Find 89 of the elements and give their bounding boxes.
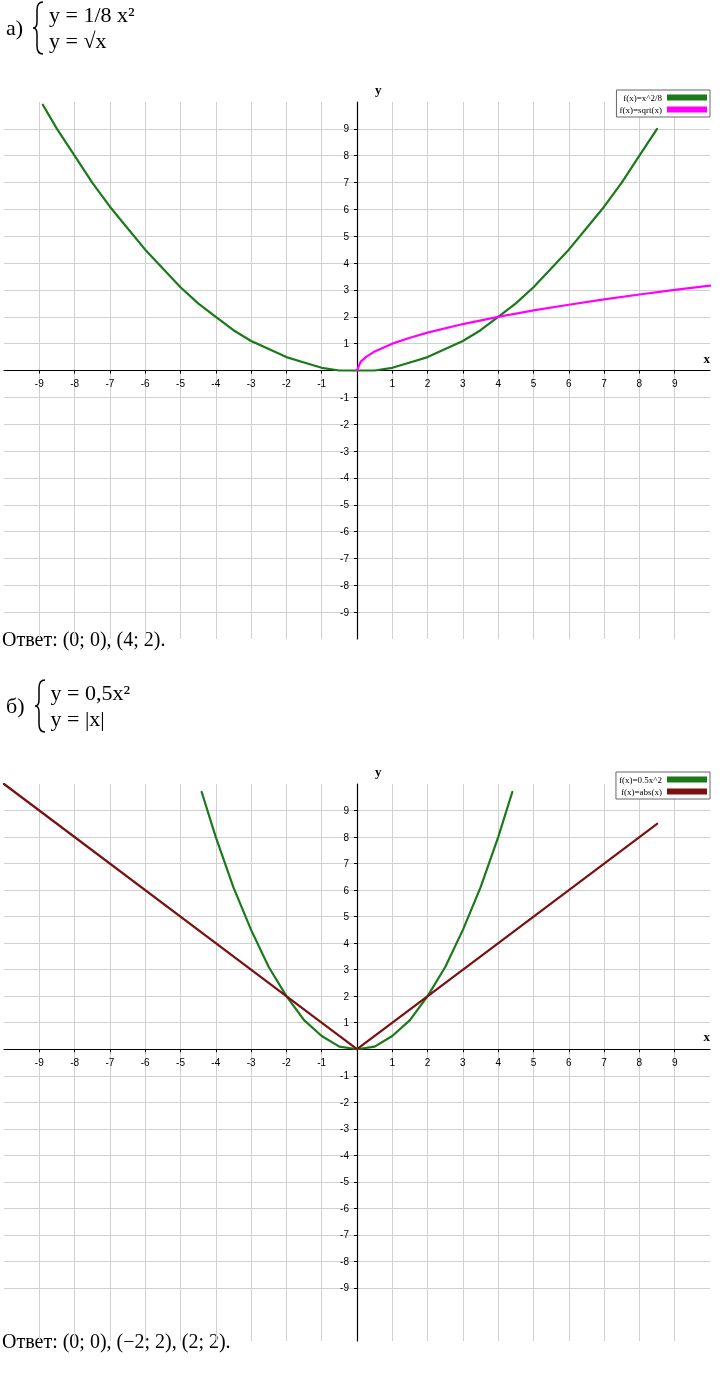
y-tick-label: -6 bbox=[340, 1202, 350, 1214]
x-tick-label: 9 bbox=[671, 1056, 678, 1068]
y-tick-label: -2 bbox=[340, 1096, 350, 1108]
x-tick-label: -9 bbox=[34, 378, 45, 389]
y-tick-label: -7 bbox=[340, 552, 350, 564]
y-tick-label: 2 bbox=[343, 990, 350, 1002]
x-tick-label: 1 bbox=[389, 378, 396, 389]
y-tick-label: 2 bbox=[343, 311, 350, 323]
x-tick-label: -5 bbox=[176, 1056, 186, 1068]
x-tick-label: 6 bbox=[566, 1056, 573, 1068]
x-tick-label: -8 bbox=[70, 378, 80, 389]
x-tick-label: 5 bbox=[530, 1056, 537, 1068]
text: а) bbox=[6, 15, 24, 41]
x-tick-label: -7 bbox=[105, 378, 115, 389]
x-tick-label: -7 bbox=[105, 1056, 115, 1068]
text: y = |x| bbox=[50, 706, 106, 732]
y-tick-label: -6 bbox=[340, 526, 350, 538]
y-tick-label: 5 bbox=[343, 230, 350, 242]
x-tick-label: -8 bbox=[70, 1056, 80, 1068]
text: y = √x bbox=[49, 28, 108, 54]
y-tick-label: -1 bbox=[340, 391, 350, 403]
x-tick-label: -2 bbox=[281, 1056, 292, 1068]
x-tick-label: 6 bbox=[566, 378, 573, 389]
y-tick-label: 8 bbox=[343, 831, 350, 843]
x-tick-label: 8 bbox=[636, 1056, 643, 1068]
y-tick-label: -9 bbox=[340, 606, 350, 618]
y-tick-label: 6 bbox=[343, 884, 350, 896]
y-tick-label: -4 bbox=[340, 472, 350, 484]
x-tick-label: -1 bbox=[317, 378, 327, 389]
y-tick-label: 3 bbox=[343, 284, 350, 296]
y-tick-label: 1 bbox=[343, 338, 350, 350]
x-tick-label: -4 bbox=[211, 378, 221, 389]
x-tick-label: 1 bbox=[389, 1056, 396, 1068]
legend-label: f(x)=sqrt(x) bbox=[619, 104, 662, 115]
x-tick-label: 2 bbox=[424, 378, 431, 389]
x-tick-label: 7 bbox=[601, 378, 608, 389]
x-tick-label: 2 bbox=[424, 1056, 431, 1068]
x-tick-label: 8 bbox=[636, 378, 643, 389]
x-tick-label: 4 bbox=[495, 378, 502, 389]
text: y = 0,5x² bbox=[50, 680, 131, 706]
y-tick-label: -1 bbox=[340, 1070, 350, 1082]
y-tick-label: 7 bbox=[343, 858, 350, 870]
annotation: Ответ: (0; 0), (4; 2). bbox=[2, 628, 166, 651]
x-tick-label: -6 bbox=[140, 378, 151, 389]
y-tick-label: 3 bbox=[343, 964, 350, 976]
legend-label: f(x)=0.5x^2 bbox=[618, 774, 662, 785]
y-tick-label: 6 bbox=[343, 203, 350, 215]
y-tick-label: -8 bbox=[340, 579, 350, 591]
y-tick-label: 8 bbox=[343, 150, 350, 162]
line-series bbox=[355, 284, 712, 372]
y-tick-label: 4 bbox=[343, 937, 350, 949]
y-tick-label: 4 bbox=[343, 257, 350, 269]
y-axis-title: y bbox=[375, 764, 382, 779]
y-tick-label: -7 bbox=[340, 1229, 350, 1241]
y-tick-label: -3 bbox=[340, 1123, 350, 1135]
y-tick-label: 9 bbox=[343, 805, 350, 817]
x-tick-label: -3 bbox=[246, 378, 256, 389]
y-tick-label: -3 bbox=[340, 445, 350, 457]
x-tick-label: -9 bbox=[34, 1056, 45, 1068]
text: y = 1/8 x² bbox=[49, 2, 135, 28]
x-tick-label: -3 bbox=[246, 1056, 256, 1068]
y-tick-label: -8 bbox=[340, 1255, 350, 1267]
line-series bbox=[200, 790, 514, 1051]
legend-label: f(x)=x^2/8 bbox=[623, 92, 663, 103]
x-tick-label: -2 bbox=[281, 378, 292, 389]
legend-label: f(x)=abs(x) bbox=[620, 786, 662, 797]
y-tick-label: -2 bbox=[340, 418, 350, 430]
x-tick-label: 3 bbox=[460, 378, 467, 389]
x-tick-label: -5 bbox=[176, 378, 186, 389]
y-tick-label: -4 bbox=[340, 1149, 350, 1161]
x-tick-label: -1 bbox=[317, 1056, 327, 1068]
x-tick-label: 5 bbox=[530, 378, 537, 389]
y-tick-label: 5 bbox=[343, 911, 350, 923]
x-axis-title: x bbox=[703, 350, 711, 366]
x-tick-label: 3 bbox=[460, 1056, 467, 1068]
y-tick-label: -5 bbox=[340, 1176, 350, 1188]
text: б) bbox=[6, 693, 25, 719]
y-tick-label: 9 bbox=[343, 123, 350, 135]
y-tick-label: -9 bbox=[340, 1282, 350, 1294]
x-axis-title: x bbox=[703, 1029, 711, 1045]
y-tick-label: 1 bbox=[343, 1017, 350, 1029]
x-tick-label: 4 bbox=[495, 1056, 502, 1068]
y-tick-label: 7 bbox=[343, 177, 350, 189]
x-tick-label: -4 bbox=[211, 1056, 221, 1068]
x-tick-label: -6 bbox=[140, 1056, 151, 1068]
y-tick-label: -5 bbox=[340, 499, 350, 511]
x-tick-label: 7 bbox=[601, 1056, 608, 1068]
x-tick-label: 9 bbox=[671, 378, 678, 389]
y-axis-title: y bbox=[375, 82, 382, 97]
